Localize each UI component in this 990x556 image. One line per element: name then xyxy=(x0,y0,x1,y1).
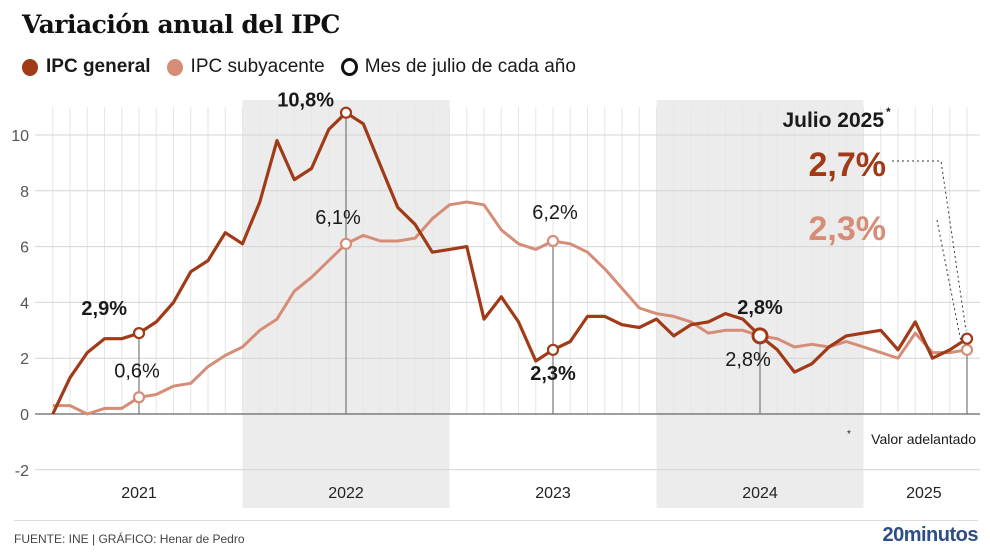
july-marker-general xyxy=(132,326,146,340)
x-year-label: 2021 xyxy=(121,485,157,502)
july-label-general: 2,9% xyxy=(81,298,127,320)
july-label-general: 10,8% xyxy=(277,90,334,112)
y-tick-label: 8 xyxy=(20,184,29,201)
july-marker-core xyxy=(339,237,353,250)
july-marker-general xyxy=(751,327,769,345)
july-marker-general xyxy=(960,332,974,345)
legend-label-july: Mes de julio de cada año xyxy=(364,56,576,77)
legend-label-general: IPC general xyxy=(46,56,151,77)
y-tick-label: 10 xyxy=(11,128,29,145)
july-marker-general xyxy=(546,343,560,356)
july-marker-core xyxy=(546,234,560,248)
series-line-ipc-general xyxy=(51,111,968,415)
brand-logo: 20minutos xyxy=(882,524,978,546)
july-label-core: 6,1% xyxy=(315,207,361,229)
july-marker-core xyxy=(960,343,974,356)
y-tick-label: -2 xyxy=(15,463,29,480)
july-label-general: 2,8% xyxy=(737,297,783,319)
july-label-core: 0,6% xyxy=(114,360,160,382)
highlight-general-value: 2,7% xyxy=(809,146,887,184)
leader-line-general xyxy=(892,160,967,331)
x-year-label: 2023 xyxy=(535,485,571,502)
legend: IPC general IPC subyacente Mes de julio … xyxy=(22,56,592,78)
july-marker-general xyxy=(339,106,353,119)
july-label-core: 2,8% xyxy=(725,349,771,371)
highlight-heading: Julio 2025 xyxy=(782,109,884,132)
legend-ring-icon xyxy=(340,58,358,76)
x-year-label: 2025 xyxy=(906,485,942,502)
footnote-mark: * xyxy=(847,429,851,440)
y-tick-label: 6 xyxy=(20,240,29,257)
legend-item-general: IPC general xyxy=(22,56,151,78)
leader-line-core xyxy=(936,219,962,342)
y-tick-label: 0 xyxy=(20,407,29,424)
x-year-label: 2024 xyxy=(742,485,778,502)
x-year-label: 2022 xyxy=(328,485,364,502)
legend-swatch-core xyxy=(166,58,183,76)
series-line-ipc-subyacente xyxy=(52,200,968,416)
footnote-text: Valor adelantado xyxy=(871,431,976,447)
legend-swatch-general xyxy=(22,58,38,76)
legend-label-core: IPC subyacente xyxy=(190,56,325,77)
y-tick-label: 4 xyxy=(20,295,29,312)
source-credit: FUENTE: INE | GRÁFICO: Henar de Pedro xyxy=(14,532,245,546)
y-tick-label: 2 xyxy=(20,351,29,368)
legend-item-july: Mes de julio de cada año xyxy=(340,56,576,78)
highlight-heading-mark: * xyxy=(886,105,891,119)
legend-item-core: IPC subyacente xyxy=(166,56,325,78)
july-label-general: 2,3% xyxy=(530,363,576,385)
chart-title: Variación anual del IPC xyxy=(22,10,340,39)
july-label-core: 6,2% xyxy=(532,202,578,224)
highlight-core-value: 2,3% xyxy=(809,210,887,248)
footer-divider xyxy=(14,520,978,521)
july-marker-core xyxy=(132,391,146,404)
